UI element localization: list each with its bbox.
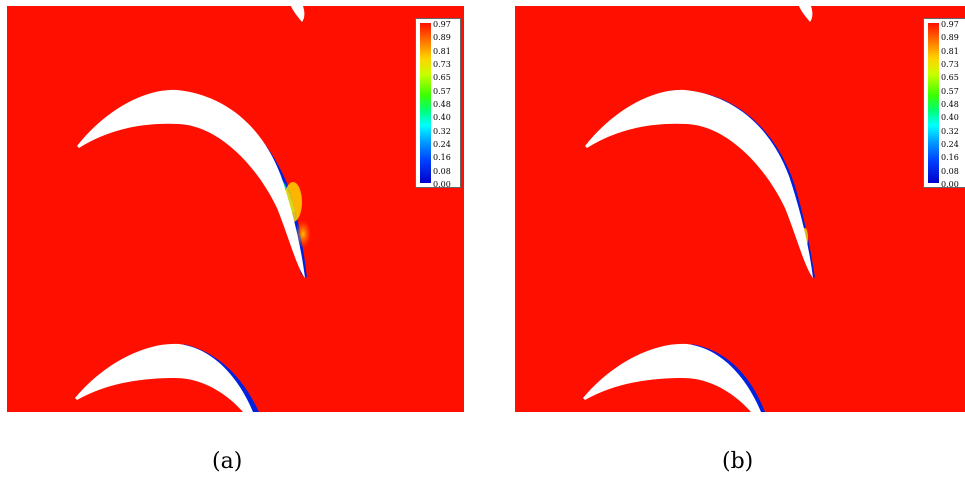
colorbar-tick-label: 0.24 (433, 140, 451, 149)
colorbar-b (928, 23, 939, 183)
colorbar-tick-label: 0.48 (433, 100, 451, 109)
colorbar-tick-label: 0.40 (941, 113, 959, 123)
upper-blade (77, 89, 305, 279)
upper-blade (585, 89, 813, 279)
contour-plot-a (7, 6, 464, 412)
low-value-region-lower (183, 344, 259, 412)
colorbar-tick-label: 0.00 (433, 180, 451, 189)
colorbar-tick-label: 0.48 (941, 100, 959, 109)
colorbar-a (420, 23, 431, 183)
flow-field (7, 6, 464, 412)
colorbar-tick-label: 0.24 (941, 140, 959, 149)
colorbar-tick-label: 0.00 (941, 180, 959, 189)
flow-field (515, 6, 965, 412)
colorbar-tick-label: 0.97 (433, 20, 451, 29)
colorbar-tick-label: 0.81 (433, 46, 451, 56)
colorbar-tick-label: 0.65 (941, 73, 959, 83)
lower-blade (583, 343, 761, 412)
colorbar-tick-label: 0.32 (941, 126, 959, 136)
colorbar-legend-b: 0.97 0.89 0.81 0.73 0.65 0.57 0.48 0.40 0.32 0.24… (923, 18, 965, 189)
caption-a: (a) (212, 449, 243, 474)
colorbar-tick-label: 0.65 (433, 73, 451, 83)
contour-panel-b: 0.97 0.89 0.81 0.73 0.65 0.57 0.48 0.40 0.32 0.24… (515, 6, 965, 412)
caption-b: (b) (722, 449, 754, 474)
colorbar-tick-label: 0.81 (941, 46, 959, 56)
lower-blade (75, 343, 253, 412)
contour-plot-b (515, 6, 965, 412)
colorbar-tick-label: 0.40 (433, 113, 451, 123)
colorbar-tick-label: 0.08 (433, 166, 451, 176)
colorbar-tick-label: 0.32 (433, 126, 451, 136)
colorbar-legend-a: 0.97 0.89 0.81 0.73 0.65 0.57 0.48 0.40 0.32 0.24… (415, 18, 461, 189)
contour-panel-a: 0.97 0.89 0.81 0.73 0.65 0.57 0.48 0.40 0.32 0.24… (7, 6, 464, 412)
colorbar-tick-label: 0.73 (941, 60, 959, 69)
colorbar-tick-label: 0.08 (941, 166, 959, 176)
colorbar-tick-label: 0.16 (941, 153, 959, 163)
colorbar-tick-label: 0.57 (941, 86, 959, 96)
wake-region (295, 220, 311, 248)
colorbar-tick-label: 0.73 (433, 60, 451, 69)
colorbar-tick-label: 0.57 (433, 86, 451, 96)
top-blade-tip (799, 6, 813, 22)
colorbar-tick-label: 0.89 (941, 33, 959, 43)
colorbar-labels-b: 0.97 0.89 0.81 0.73 0.65 0.57 0.48 0.40 0.32 0.24… (941, 20, 965, 189)
colorbar-tick-label: 0.97 (941, 20, 959, 29)
colorbar-tick-label: 0.16 (433, 153, 451, 163)
top-blade-tip (291, 6, 305, 22)
colorbar-tick-label: 0.89 (433, 33, 451, 43)
colorbar-labels-a: 0.97 0.89 0.81 0.73 0.65 0.57 0.48 0.40 0.32 0.24… (433, 20, 461, 189)
